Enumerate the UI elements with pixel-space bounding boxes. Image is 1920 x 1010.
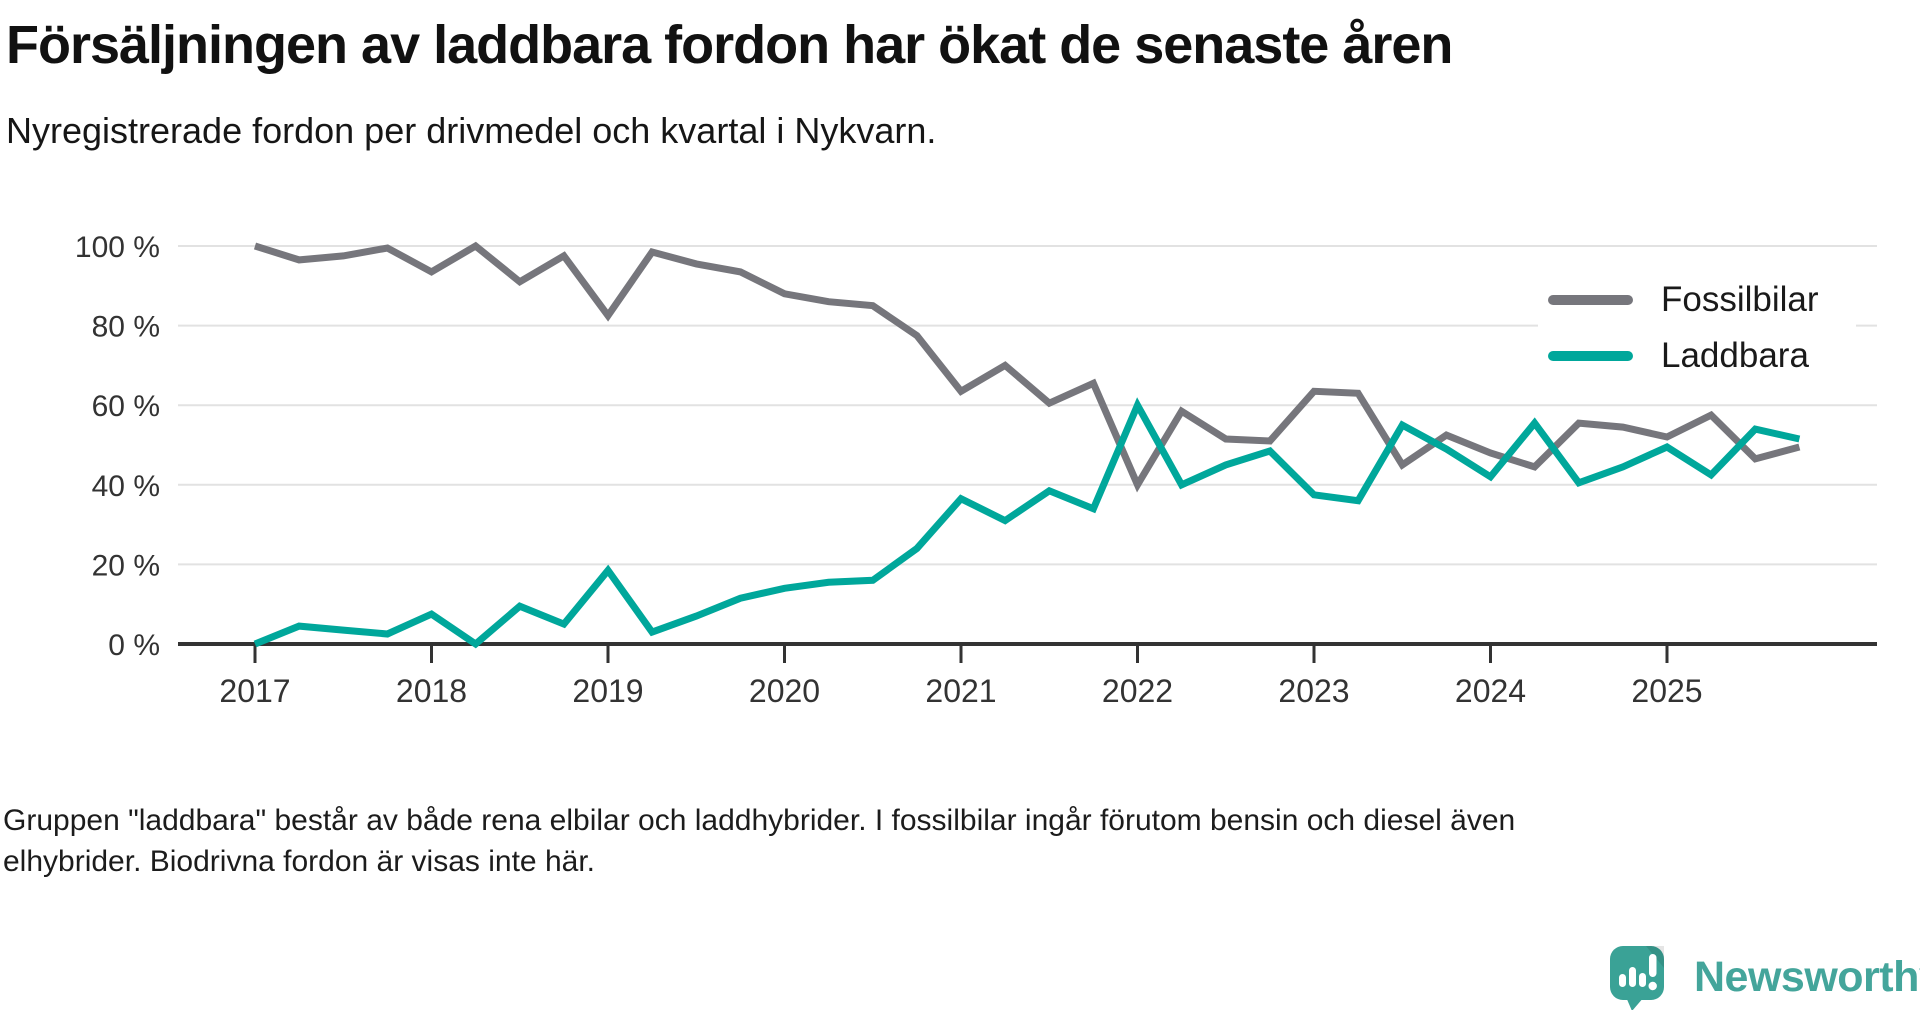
y-tick-label: 20 % <box>92 549 160 582</box>
legend-label: Fossilbilar <box>1661 280 1819 319</box>
x-tick-label: 2024 <box>1455 673 1526 709</box>
footnote-line-2: elhybrider. Biodrivna fordon är visas in… <box>3 845 595 878</box>
y-axis-labels: 0 % 20 % 40 % 60 % 80 % 100 % <box>75 231 160 662</box>
x-tick-label: 2023 <box>1278 673 1349 709</box>
x-tick-label: 2025 <box>1631 673 1702 709</box>
x-tick-label: 2018 <box>396 673 467 709</box>
newsworthy-logo: Newsworthy <box>1606 942 1920 1010</box>
x-tick-label: 2017 <box>219 673 290 709</box>
x-tick-label: 2021 <box>925 673 996 709</box>
series-line-fossilbilar <box>253 241 1801 493</box>
x-tick-label: 2019 <box>572 673 643 709</box>
series-line-laddbara <box>253 397 1801 649</box>
footnote-line-1: Gruppen "laddbara" består av både rena e… <box>3 804 1516 837</box>
y-tick-label: 100 % <box>75 231 160 264</box>
brand-name: Newsworthy <box>1694 952 1920 1001</box>
x-tick-label: 2020 <box>749 673 820 709</box>
y-tick-label: 80 % <box>92 311 160 344</box>
chart-legend: Fossilbilar Laddbara <box>1538 268 1856 390</box>
x-axis-ticks <box>253 646 1669 663</box>
y-tick-label: 40 % <box>92 470 160 503</box>
y-tick-label: 60 % <box>92 390 160 423</box>
laddbara-line-swatch <box>1548 351 1633 361</box>
x-tick-label: 2022 <box>1102 673 1173 709</box>
y-tick-label: 0 % <box>108 629 160 662</box>
newsworthy-speech-bubble-chart-icon <box>1610 946 1664 1010</box>
x-axis-labels: 2017 2018 2019 2020 2021 2022 2023 2024 2025 <box>219 673 1702 709</box>
legend-item-laddbara: Laddbara <box>1548 328 1856 384</box>
chart-title: Försäljningen av laddbara fordon har öka… <box>6 15 1453 75</box>
legend-label: Laddbara <box>1661 336 1809 375</box>
fossilbilar-line-swatch <box>1548 295 1633 305</box>
legend-item-fossilbilar: Fossilbilar <box>1548 272 1856 328</box>
footnote: Gruppen "laddbara" består av både rena e… <box>3 800 1523 882</box>
chart-subtitle: Nyregistrerade fordon per drivmedel och … <box>6 110 937 151</box>
